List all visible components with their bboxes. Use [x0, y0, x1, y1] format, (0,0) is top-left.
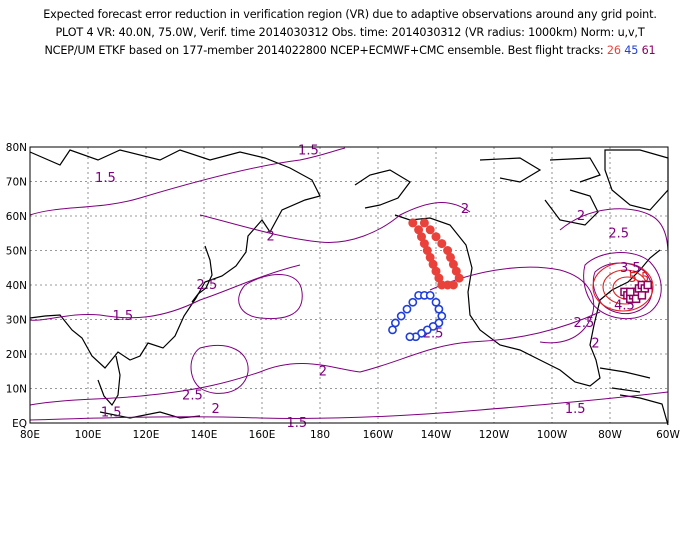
- contour-label: 2: [319, 364, 327, 379]
- contour-3_5-east: [592, 262, 653, 314]
- lat-tick-label: 20N: [6, 349, 27, 361]
- lon-tick-label: 80W: [598, 429, 622, 441]
- contour-red-outer: [592, 262, 654, 312]
- coastline-indochina: [97, 355, 121, 407]
- contour-1_5-south: [29, 391, 669, 421]
- coastline-indonesia: [99, 411, 201, 419]
- coastlines: [29, 149, 669, 426]
- track-45-marker: [408, 297, 418, 307]
- gridlines: [30, 147, 668, 423]
- contour-3-east: [583, 252, 662, 320]
- lat-tick-label: 80N: [6, 142, 27, 154]
- map-frame: [29, 146, 669, 424]
- contours: [29, 147, 669, 421]
- latitude-tick-labels: 80N 70N 60N 50N 40N 30N 20N 10N EQ: [6, 142, 27, 430]
- lat-tick-label: 10N: [6, 384, 27, 396]
- track-id-26: 26: [606, 44, 621, 57]
- track-45-marker: [396, 311, 406, 321]
- lon-tick-label: 160E: [249, 429, 276, 441]
- contour-label: 2: [461, 202, 469, 217]
- lat-tick-label: 50N: [6, 246, 27, 258]
- lat-tick-label: 30N: [6, 315, 27, 327]
- coastline-south-america: [619, 394, 669, 426]
- track-26-marker: [443, 246, 453, 255]
- contour-label: 1.5: [95, 171, 116, 186]
- track-61-marker: [643, 280, 652, 290]
- flight-track-61: [620, 280, 652, 304]
- header-line-1: Expected forecast error reduction in ver…: [43, 8, 657, 21]
- contour-label: 2: [211, 402, 219, 417]
- lon-tick-label: 180: [310, 429, 330, 441]
- lon-tick-label: 140W: [421, 429, 452, 441]
- track-id-61: 61: [638, 44, 656, 57]
- contour-label: 1.5: [101, 406, 122, 421]
- coastline-caribbean: [599, 367, 651, 393]
- coastline-asia: [29, 149, 321, 369]
- track-id-list: 26 45 61: [607, 44, 656, 57]
- track-45-marker: [402, 304, 412, 314]
- track-26-marker: [408, 218, 418, 228]
- contour-label: 2.5: [574, 316, 595, 331]
- coastline-japan: [191, 245, 213, 303]
- lon-tick-label: 60W: [656, 429, 680, 441]
- flight-track-26: [408, 218, 464, 290]
- track-26-marker: [437, 239, 447, 249]
- coastline-greenland: [604, 149, 669, 211]
- track-45-marker: [425, 290, 435, 300]
- coastline-hudson-bay: [544, 189, 599, 226]
- flight-tracks: [388, 218, 652, 342]
- contour-2_5-east: [429, 266, 595, 344]
- contour-label: 2.5: [197, 278, 218, 293]
- longitude-tick-labels: 80E 100E 120E 140E 160E 180 160W 140W 120W 100W 80…: [20, 429, 680, 441]
- contour-2-south: [29, 311, 601, 406]
- lon-tick-label: 100W: [537, 429, 568, 441]
- track-61-marker: [626, 287, 635, 297]
- contour-label: 1.5: [298, 143, 319, 158]
- track-26-marker: [431, 232, 441, 242]
- track-45-marker: [390, 318, 400, 328]
- lon-tick-label: 140E: [191, 429, 218, 441]
- coastline-arctic-islands: [479, 157, 601, 183]
- track-id-45: 45: [620, 44, 639, 57]
- figure-header: Expected forecast error reduction in ver…: [0, 6, 700, 60]
- contour-label: 2: [267, 230, 275, 245]
- lon-tick-label: 120W: [479, 429, 510, 441]
- header-line-3: NCEP/UM ETKF based on 177-member 2014022…: [0, 42, 700, 60]
- contour-label: 2.5: [182, 388, 203, 403]
- track-45-marker: [405, 332, 415, 342]
- header-line-2: PLOT 4 VR: 40.0N, 75.0W, Verif. time 201…: [55, 26, 645, 39]
- contour-label: 2: [591, 337, 599, 352]
- track-26-marker: [419, 218, 429, 228]
- contour-2_5-west: [238, 274, 303, 320]
- contour-label: 2: [577, 209, 585, 224]
- track-61-marker: [637, 291, 647, 300]
- contour-label: 3.5: [620, 261, 641, 276]
- lon-tick-label: 100E: [75, 429, 102, 441]
- flight-track-45: [388, 290, 447, 342]
- contour-2_5-south: [190, 344, 249, 394]
- lat-tick-label: EQ: [12, 418, 27, 430]
- contour-2-mid: [29, 264, 301, 321]
- contour-label: 2.5: [608, 226, 629, 241]
- contour-label: 1.5: [112, 309, 133, 324]
- lon-tick-label: 120E: [133, 429, 160, 441]
- lon-tick-label: 80E: [20, 429, 40, 441]
- contour-label: 1.5: [565, 402, 586, 417]
- contour-2-east: [559, 208, 669, 256]
- lat-tick-label: 70N: [6, 177, 27, 189]
- lat-tick-label: 40N: [6, 280, 27, 292]
- track-26-marker: [425, 225, 435, 235]
- track-26-marker: [448, 280, 458, 290]
- lat-tick-label: 60N: [6, 211, 27, 223]
- contour-2-north: [199, 202, 471, 243]
- contour-1_5-north: [29, 147, 346, 216]
- lon-tick-label: 160W: [363, 429, 394, 441]
- coastline-north-america: [354, 169, 661, 387]
- header-line-3-text: NCEP/UM ETKF based on 177-member 2014022…: [44, 44, 607, 57]
